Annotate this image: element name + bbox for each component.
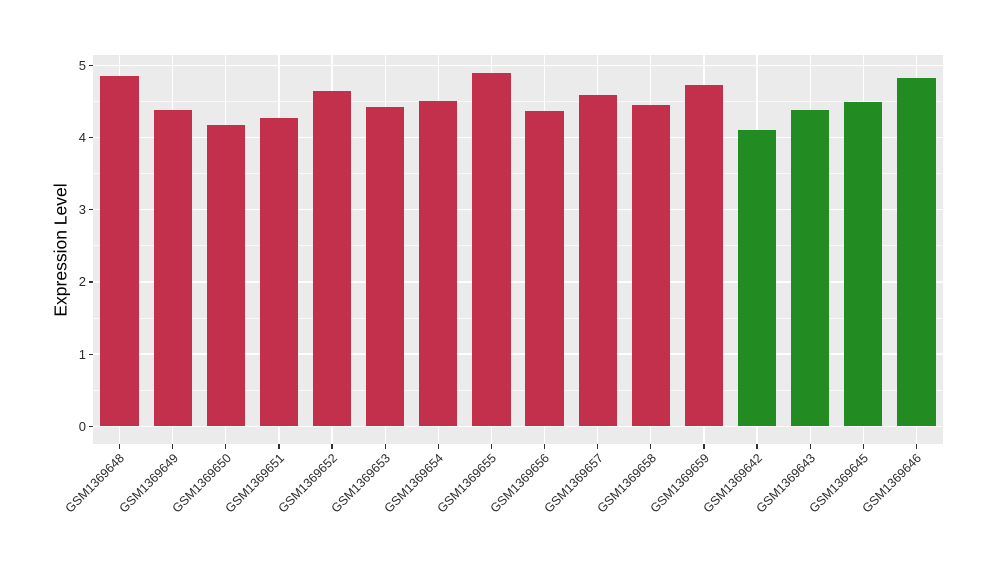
x-tick-mark-GSM1369650 — [225, 444, 227, 449]
gridline-major-y-5 — [93, 64, 943, 67]
x-tick-mark-GSM1369645 — [862, 444, 864, 449]
y-tick-label-2: 2 — [78, 274, 86, 290]
x-tick-mark-GSM1369649 — [172, 444, 174, 449]
y-tick-mark-2 — [88, 281, 93, 283]
gridline-minor-y-1.5 — [93, 317, 943, 319]
gridline-major-y-2 — [93, 281, 943, 283]
bar-GSM1369656 — [525, 110, 564, 427]
bar-GSM1369643 — [791, 110, 830, 427]
bar-GSM1369657 — [578, 95, 617, 427]
x-tick-mark-GSM1369643 — [809, 444, 811, 449]
bar-GSM1369645 — [844, 101, 883, 427]
x-tick-mark-GSM1369658 — [650, 444, 652, 449]
bar-GSM1369651 — [259, 118, 299, 427]
x-tick-mark-GSM1369657 — [597, 444, 599, 449]
bar-GSM1369655 — [472, 72, 511, 427]
y-tick-label-5: 5 — [78, 57, 86, 73]
bar-GSM1369649 — [153, 110, 192, 427]
y-tick-mark-4 — [88, 137, 93, 139]
y-tick-mark-3 — [88, 209, 93, 211]
x-tick-mark-GSM1369655 — [490, 444, 493, 449]
y-tick-label-0: 0 — [78, 418, 86, 434]
plot-panel — [93, 55, 943, 444]
gridline-minor-y-2.5 — [93, 245, 943, 247]
x-tick-mark-GSM1369646 — [915, 444, 918, 449]
gridline-minor-y-3.5 — [93, 173, 943, 175]
x-tick-mark-GSM1369653 — [384, 444, 386, 449]
y-tick-mark-1 — [88, 353, 93, 355]
bar-GSM1369658 — [631, 105, 670, 427]
gridline-major-y-4 — [93, 136, 943, 139]
y-tick-mark-5 — [88, 64, 93, 67]
bar-GSM1369654 — [419, 100, 458, 427]
y-tick-label-1: 1 — [78, 346, 86, 362]
x-tick-mark-GSM1369654 — [437, 444, 439, 449]
y-tick-mark-0 — [88, 425, 93, 427]
gridline-minor-y-4.5 — [93, 101, 943, 103]
gridline-major-y-0 — [93, 425, 943, 427]
bar-GSM1369642 — [737, 129, 777, 427]
gridline-major-y-3 — [93, 209, 943, 211]
x-tick-mark-GSM1369651 — [278, 444, 280, 449]
x-tick-mark-GSM1369652 — [331, 444, 333, 449]
bar-GSM1369648 — [100, 75, 139, 427]
gridline-major-y-1 — [93, 353, 943, 355]
x-tick-mark-GSM1369659 — [703, 444, 705, 449]
bar-GSM1369650 — [206, 124, 245, 427]
bar-GSM1369659 — [684, 84, 724, 427]
bar-GSM1369653 — [366, 106, 405, 427]
bar-GSM1369652 — [312, 90, 352, 427]
y-tick-label-4: 4 — [78, 130, 86, 146]
x-tick-mark-GSM1369656 — [543, 444, 546, 449]
x-tick-mark-GSM1369648 — [118, 444, 121, 449]
y-tick-label-3: 3 — [78, 202, 86, 218]
x-tick-mark-GSM1369642 — [756, 444, 758, 449]
bar-GSM1369646 — [897, 78, 936, 427]
gridline-minor-y-0.5 — [93, 389, 943, 391]
